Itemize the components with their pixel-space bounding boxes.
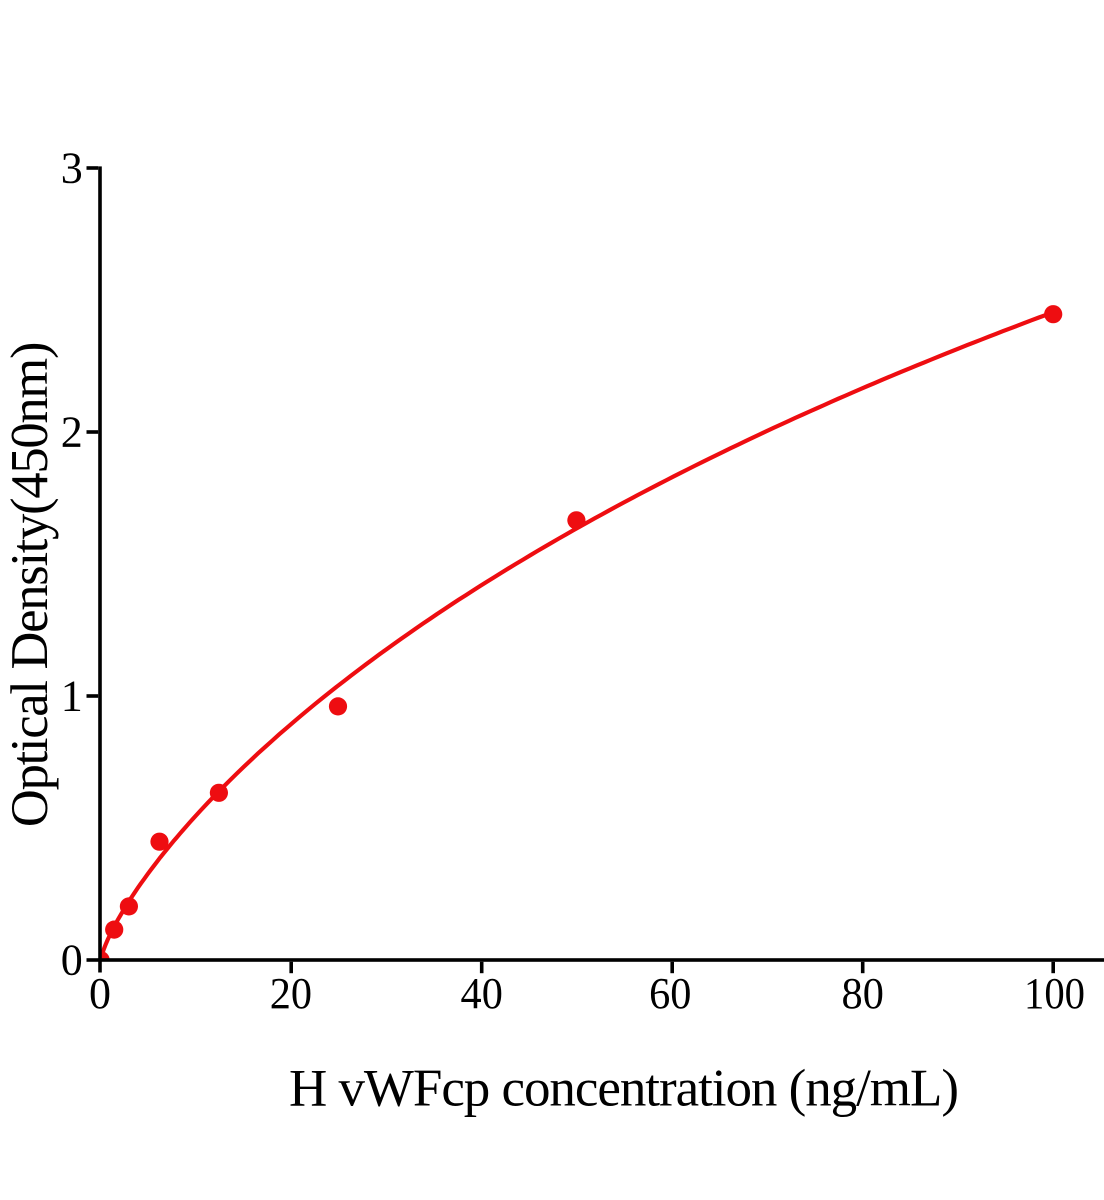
svg-text:0: 0	[89, 969, 111, 1018]
svg-text:60: 60	[649, 969, 691, 1018]
svg-text:H vWFcp concentration (ng/mL): H vWFcp concentration (ng/mL)	[289, 1059, 958, 1117]
svg-text:1: 1	[61, 672, 83, 721]
svg-text:0: 0	[61, 935, 83, 984]
svg-text:80: 80	[842, 969, 884, 1018]
svg-text:2: 2	[61, 407, 83, 456]
svg-text:40: 40	[461, 969, 503, 1018]
svg-text:20: 20	[270, 969, 312, 1018]
svg-text:3: 3	[61, 144, 83, 193]
svg-text:100: 100	[1024, 969, 1085, 1018]
svg-text:Optical Density(450nm): Optical Density(450nm)	[1, 343, 59, 827]
